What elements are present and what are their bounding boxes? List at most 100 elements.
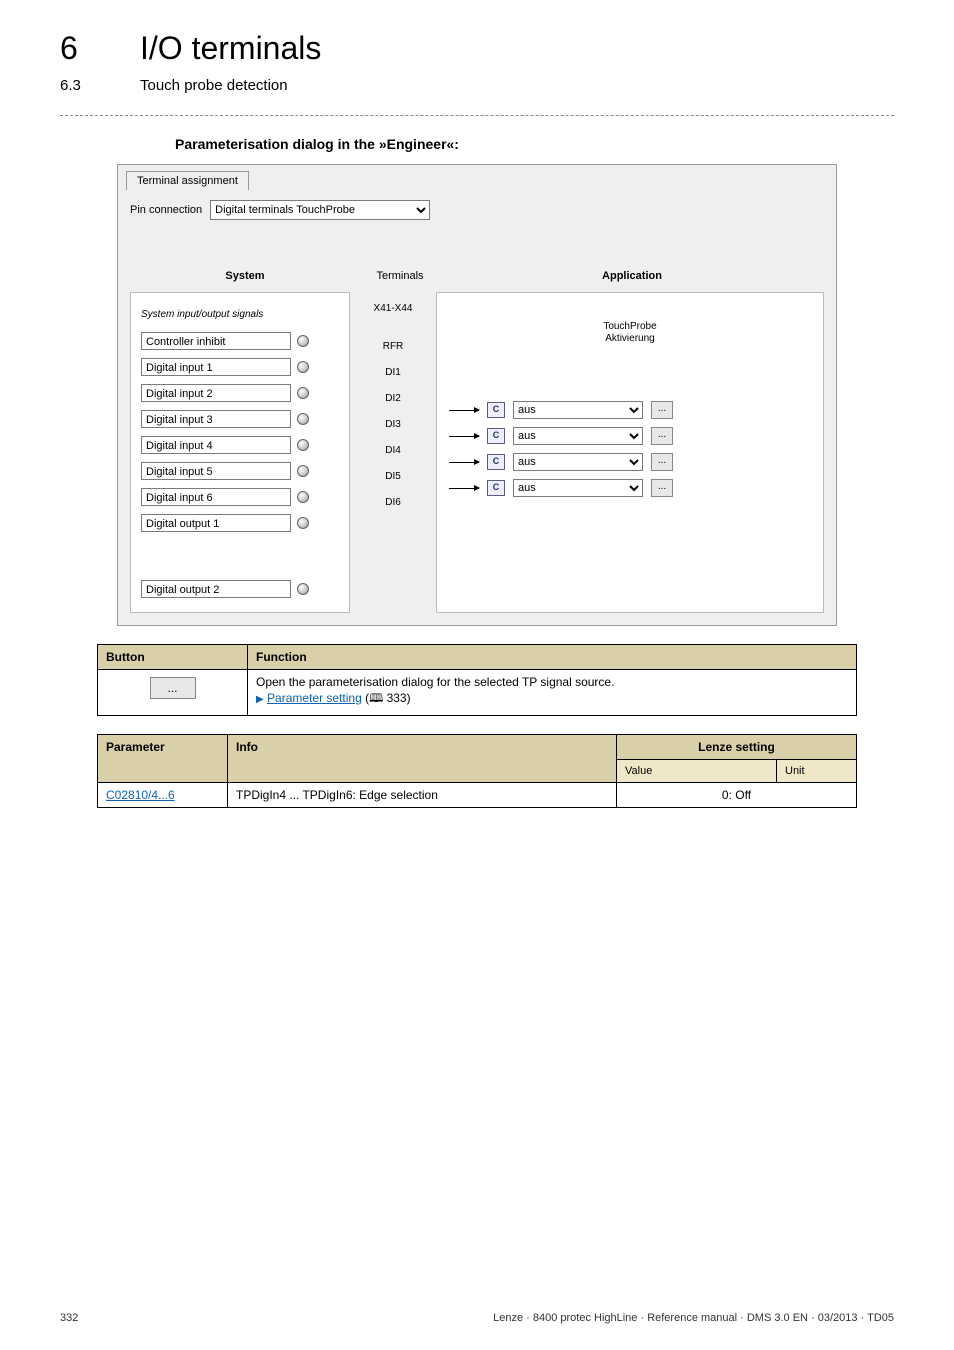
table-subheader: Unit	[777, 760, 857, 783]
separator	[60, 115, 894, 116]
signal-row: Digital input 4	[141, 432, 339, 458]
terminals-heading: Terminals	[360, 270, 440, 282]
c-button[interactable]: C	[487, 454, 505, 470]
app-row: C aus ...	[449, 449, 811, 475]
app-row: C aus ...	[449, 397, 811, 423]
touchprobe-title: TouchProbeAktivierung	[449, 321, 811, 345]
terminal-label: DI3	[358, 412, 428, 438]
led-icon	[297, 387, 309, 399]
activation-select[interactable]: aus	[513, 401, 643, 419]
table-cell: Open the parameterisation dialog for the…	[248, 670, 857, 716]
terminals-column: X41-X44 RFR DI1 DI2 DI3 DI4 DI5 DI6	[358, 292, 428, 613]
digital-input-4-field[interactable]: Digital input 4	[141, 436, 291, 454]
c-button[interactable]: C	[487, 402, 505, 418]
ellipsis-button[interactable]: ...	[651, 479, 673, 497]
signal-row: Digital input 5	[141, 458, 339, 484]
arrow-icon	[449, 410, 479, 411]
table-header: Info	[228, 735, 617, 783]
table-cell: ...	[98, 670, 248, 716]
chapter-title: I/O terminals	[140, 30, 321, 67]
table-header: Parameter	[98, 735, 228, 783]
chapter-number: 6	[60, 30, 100, 67]
signal-row: Digital output 2	[141, 576, 339, 602]
digital-output-1-field[interactable]: Digital output 1	[141, 514, 291, 532]
led-icon	[297, 335, 309, 347]
digital-input-2-field[interactable]: Digital input 2	[141, 384, 291, 402]
activation-select[interactable]: aus	[513, 453, 643, 471]
footer-text: Lenze · 8400 protec HighLine · Reference…	[493, 1312, 894, 1324]
digital-input-5-field[interactable]: Digital input 5	[141, 462, 291, 480]
application-heading: Application	[440, 270, 824, 282]
page-footer: 332 Lenze · 8400 protec HighLine · Refer…	[60, 1312, 894, 1324]
led-icon	[297, 361, 309, 373]
application-panel: TouchProbeAktivierung C aus ... C aus ..…	[436, 292, 824, 613]
signal-row: Digital input 1	[141, 354, 339, 380]
pin-connection-select[interactable]: Digital terminals TouchProbe	[210, 200, 430, 220]
signal-row: Digital input 6	[141, 484, 339, 510]
digital-input-3-field[interactable]: Digital input 3	[141, 410, 291, 428]
digital-input-1-field[interactable]: Digital input 1	[141, 358, 291, 376]
led-icon	[297, 517, 309, 529]
pin-connection-row: Pin connection Digital terminals TouchPr…	[118, 190, 836, 230]
triangle-icon: ▶	[256, 694, 264, 705]
table-cell: TPDigIn4 ... TPDigIn6: Edge selection	[228, 783, 617, 808]
arrow-icon	[449, 488, 479, 489]
digital-output-2-field[interactable]: Digital output 2	[141, 580, 291, 598]
section-row: 6.3 Touch probe detection	[0, 77, 954, 109]
led-icon	[297, 439, 309, 451]
page-header: 6 I/O terminals	[0, 0, 954, 77]
subheading: Parameterisation dialog in the »Engineer…	[175, 136, 894, 152]
parameter-link[interactable]: C02810/4...6	[106, 788, 175, 802]
led-icon	[297, 583, 309, 595]
parameter-setting-link[interactable]: Parameter setting	[267, 691, 362, 705]
led-icon	[297, 465, 309, 477]
engineer-dialog-screenshot: Terminal assignment Pin connection Digit…	[117, 164, 837, 626]
app-row: C aus ...	[449, 475, 811, 501]
table-header: Button	[98, 645, 248, 670]
section-number: 6.3	[60, 77, 100, 94]
columns-header: System Terminals Application	[118, 230, 836, 288]
page-number: 332	[60, 1312, 78, 1324]
table-cell: 0: Off	[617, 783, 857, 808]
signal-row: Digital output 1	[141, 510, 339, 536]
x-label: X41-X44	[358, 296, 428, 314]
panel-pair: System input/output signals Controller i…	[118, 288, 836, 625]
c-button[interactable]: C	[487, 480, 505, 496]
c-button[interactable]: C	[487, 428, 505, 444]
ellipsis-button[interactable]: ...	[651, 401, 673, 419]
system-heading: System	[130, 270, 360, 282]
table-header: Function	[248, 645, 857, 670]
arrow-icon	[449, 436, 479, 437]
parameter-table: Parameter Info Lenze setting Value Unit …	[97, 734, 857, 808]
terminal-label: RFR	[358, 334, 428, 360]
led-icon	[297, 491, 309, 503]
led-icon	[297, 413, 309, 425]
signal-row: Digital input 2	[141, 380, 339, 406]
activation-select[interactable]: aus	[513, 479, 643, 497]
ellipsis-button[interactable]: ...	[651, 427, 673, 445]
button-function-table: Button Function ... Open the parameteris…	[97, 644, 857, 716]
tab-bar: Terminal assignment	[118, 165, 836, 190]
tab-terminal-assignment[interactable]: Terminal assignment	[126, 171, 249, 190]
terminal-label: DI6	[358, 490, 428, 516]
table-header: Lenze setting	[617, 735, 857, 760]
controller-inhibit-field[interactable]: Controller inhibit	[141, 332, 291, 350]
terminal-label: DI4	[358, 438, 428, 464]
section-title: Touch probe detection	[140, 77, 288, 94]
terminal-label: DI1	[358, 360, 428, 386]
arrow-icon	[449, 462, 479, 463]
signals-note: System input/output signals	[141, 309, 339, 320]
table-cell: C02810/4...6	[98, 783, 228, 808]
terminal-label: DI2	[358, 386, 428, 412]
pin-connection-label: Pin connection	[130, 204, 202, 216]
signal-row: Digital input 3	[141, 406, 339, 432]
digital-input-6-field[interactable]: Digital input 6	[141, 488, 291, 506]
system-panel: System input/output signals Controller i…	[130, 292, 350, 613]
app-row: C aus ...	[449, 423, 811, 449]
ellipsis-button-sample: ...	[150, 677, 196, 699]
signal-row: Controller inhibit	[141, 328, 339, 354]
activation-select[interactable]: aus	[513, 427, 643, 445]
terminal-label: DI5	[358, 464, 428, 490]
table-subheader: Value	[617, 760, 777, 783]
ellipsis-button[interactable]: ...	[651, 453, 673, 471]
